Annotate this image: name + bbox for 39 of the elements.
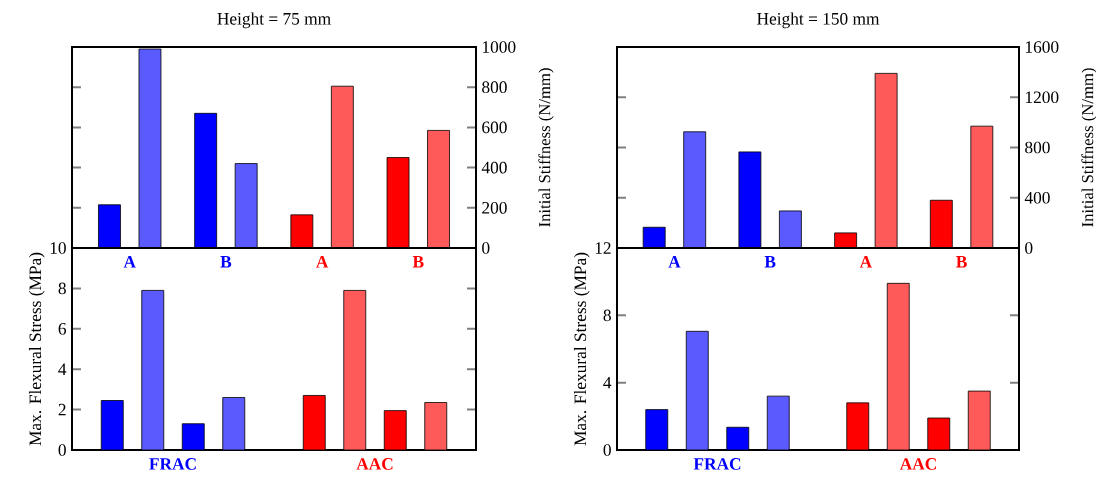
x-tick-label: AAC bbox=[899, 458, 936, 470]
y-tick-label: 12 bbox=[595, 242, 611, 254]
y2-tick-label: 1000 bbox=[482, 41, 516, 53]
y2-tick-label: 1600 bbox=[1025, 41, 1059, 53]
y-tick-label: 4 bbox=[58, 363, 67, 375]
x-tick-label: A bbox=[316, 256, 329, 268]
x-tick-label: B bbox=[956, 256, 967, 268]
y-tick-label: 8 bbox=[603, 309, 611, 322]
y2-tick-label: 400 bbox=[481, 161, 507, 174]
x-tick-label: B bbox=[412, 256, 424, 268]
y-tick-label: 8 bbox=[58, 282, 66, 295]
y-tick-label: 10 bbox=[50, 242, 66, 254]
x-tick-label: A bbox=[859, 256, 872, 268]
y-axis-title: Max. Flexural Stress (MPa) bbox=[573, 252, 590, 446]
y2-tick-label: 0 bbox=[482, 242, 490, 254]
y2-tick-label: 200 bbox=[482, 201, 507, 214]
y-tick-label: 0 bbox=[603, 444, 611, 456]
x-tick-label: FRAC bbox=[693, 458, 741, 470]
y2-tick-label: 400 bbox=[1024, 191, 1050, 204]
y-tick-label: 4 bbox=[603, 376, 612, 389]
chart-title: Height = 75 mm bbox=[217, 12, 331, 29]
y2-tick-label: 600 bbox=[482, 121, 507, 134]
y-tick-label: 2 bbox=[58, 403, 66, 416]
y2-axis-title: Initial Stiffness (N/mm) bbox=[538, 68, 554, 227]
y2-tick-label: 800 bbox=[482, 81, 507, 94]
y2-tick-label: 0 bbox=[1025, 242, 1033, 254]
x-tick-label: B bbox=[764, 256, 776, 268]
chart-title: Height = 150 mm bbox=[757, 12, 880, 29]
y-axis-title: Max. Flexural Stress (MPa) bbox=[28, 252, 45, 446]
y-tick-label: 6 bbox=[58, 322, 67, 335]
x-tick-label: A bbox=[668, 256, 681, 268]
y2-tick-label: 1200 bbox=[1025, 91, 1059, 104]
x-tick-label: AAC bbox=[356, 458, 393, 470]
y2-tick-label: 800 bbox=[1025, 141, 1050, 154]
y2-axis-title: Initial Stiffness (N/mm) bbox=[1081, 68, 1096, 227]
y-tick-label: 0 bbox=[58, 444, 66, 456]
x-tick-label: B bbox=[220, 256, 232, 268]
x-tick-label: FRAC bbox=[149, 458, 196, 470]
x-tick-label: A bbox=[123, 256, 136, 268]
